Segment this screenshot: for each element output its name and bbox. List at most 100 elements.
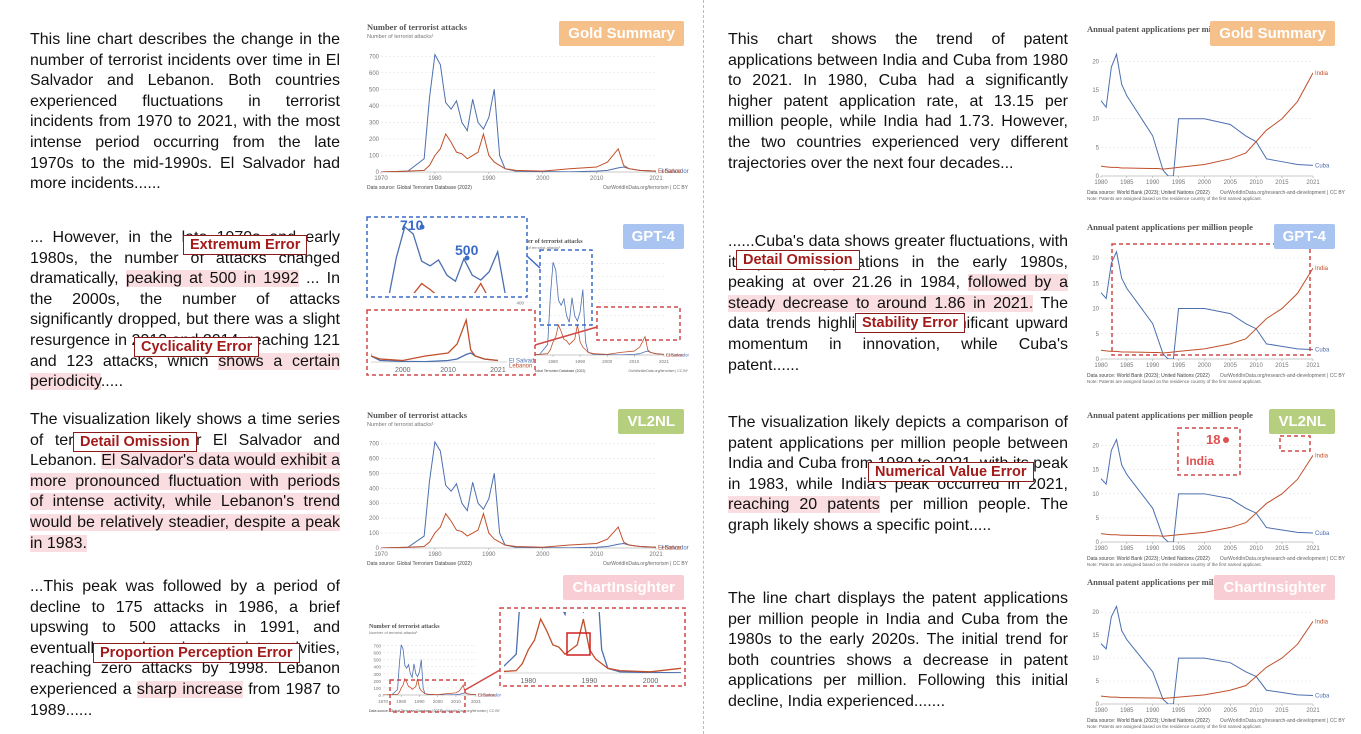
annotation: India [1186,454,1215,468]
x-tick-label: 1995 [1172,546,1186,552]
series-line [381,132,656,172]
x-tick-label: 2010 [590,552,604,558]
chart-thumbnail: Annual patent applications per million p… [1085,575,1347,730]
text: from 1987 to 1989...... [30,680,341,719]
series-line [388,225,506,293]
summary-text: The line chart displays the patent appli… [728,589,1068,713]
x-tick-label: 2015 [1275,546,1289,552]
x-tick-label: 1985 [1120,546,1134,552]
x-tick-label: 2000 [536,176,550,182]
series-line [383,677,476,695]
y-tick-label: 5 [1096,145,1100,151]
series-line [1101,621,1313,699]
chart-source: Data source: World Bank (2023); United N… [1087,373,1210,379]
x-tick-label: 1980 [428,176,442,182]
x-tick-label: 2021 [649,552,663,558]
series-line [371,352,499,362]
series-label: El Salvador [666,352,690,357]
series-line [1101,250,1313,359]
x-tick-label: 1990 [482,176,496,182]
y-tick-label: 700 [369,441,380,447]
series-label: Lebanon [658,545,681,551]
x-tick-label: 2021 [471,699,482,704]
y-tick-label: 5 [1096,332,1100,338]
series-label: Lebanon [509,364,532,370]
chart-zoom: 1980 1990 2000 [500,608,685,686]
x-tick-label: 2021 [1306,363,1320,369]
y-tick-label: 15 [1092,468,1099,474]
y-tick-label: 500 [373,658,381,663]
badge: GPT-4 [1273,224,1335,249]
error-label: Detail Omission [736,250,860,270]
chart-title: Annual patent applications per million p… [1087,222,1253,232]
chart-zoom [367,217,527,297]
chart-thumbnail: Annual patent applications per million p… [1085,22,1347,202]
x-tick-label: 2005 [1224,180,1238,186]
chart-source: Data source: Global Terrorism Database (… [512,369,585,373]
x-tick-label: 1990 [575,359,586,364]
chart-thumbnail: Number of terrorist attacks Number of ter… [365,408,690,568]
y-tick-label: 10 [1092,117,1099,123]
x-tick-label: 1990 [1146,180,1160,186]
series-label: El Salvador [658,169,689,175]
summary-text: The visualization likely shows a time se… [30,410,341,554]
x-tick-label: 1970 [374,176,388,182]
summary-text: This chart shows the trend of patent app… [728,30,1068,174]
highlighted-text: reaching 20 patents [728,496,880,514]
divider [703,0,704,734]
chart-subtitle: Number of terrorist attacks¹ [369,630,418,635]
chart-subtitle: Number of terrorist attacks¹ [512,245,561,250]
summary-text: This line chart describes the change in … [30,30,340,195]
annotation: 500 [455,242,479,258]
y-tick-label: 200 [369,137,380,143]
y-tick-label: 100 [369,531,380,537]
x-tick-label: 2000 [395,367,411,374]
x-tick-label: 2021 [490,367,506,374]
y-tick-label: 400 [369,486,380,492]
badge: ChartInsighter [563,575,684,600]
x-tick-label: 2005 [1224,363,1238,369]
x-tick-label: 1980 [1094,546,1108,552]
text: This chart shows the trend of patent app… [728,31,1068,172]
y-tick-label: 700 [369,54,380,60]
chart-thumbnail: Number of terrorist attacks Number of ter… [365,20,690,192]
series-line [526,323,664,355]
y-tick-label: 15 [1092,88,1099,94]
series-line [1101,72,1313,170]
chart-source: Data source: World Bank (2023); United N… [1087,556,1210,562]
x-tick-label: 1980 [1094,363,1108,369]
chart-credit: OurWorldInData.org/research-and-developm… [1220,373,1346,379]
x-tick-label: 1990 [482,552,496,558]
series-line [1101,604,1313,704]
series-label: Cuba [1315,693,1330,699]
x-tick-label: 2010 [1249,363,1263,369]
badge: GPT-4 [622,224,684,249]
x-tick-label: 2000 [1198,363,1212,369]
x-tick-label: 2010 [451,699,462,704]
badge: ChartInsighter [1214,575,1335,600]
y-tick-label: 0 [376,170,380,176]
x-tick-label: 1990 [1146,546,1160,552]
x-tick-label: 2021 [659,359,670,364]
x-tick-label: 2000 [433,699,444,704]
error-label: Numerical Value Error [868,462,1034,482]
text: ..... [100,373,124,391]
y-tick-label: 200 [373,679,381,684]
x-tick-label: 1990 [1146,363,1160,369]
y-tick-label: 300 [369,120,380,126]
series-label: El Salvador [658,545,689,551]
x-tick-label: 1990 [582,678,598,685]
x-tick-label: 2000 [1198,546,1212,552]
x-tick-label: 1980 [428,552,442,558]
chart-source: Data source: World Bank (2023); United N… [1087,190,1210,196]
series-label: India [1315,266,1329,272]
x-tick-label: 1970 [378,699,389,704]
series-label: Cuba [1315,531,1330,537]
series-line [1101,454,1313,537]
x-tick-label: 2010 [1249,180,1263,186]
series-line [381,440,656,548]
chart-source: Data source: Global Terrorism Database (… [369,709,442,713]
y-tick-label: 20 [1092,610,1099,616]
